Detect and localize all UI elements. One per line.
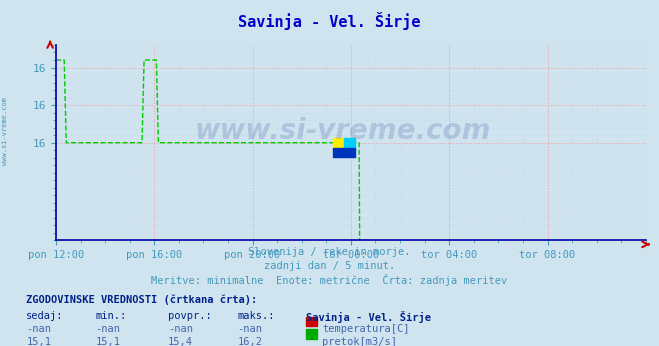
- Text: Slovenija / reke in morje.: Slovenija / reke in morje.: [248, 247, 411, 257]
- Text: pretok[m3/s]: pretok[m3/s]: [322, 337, 397, 346]
- Text: povpr.:: povpr.:: [168, 311, 212, 321]
- Text: ZGODOVINSKE VREDNOSTI (črtkana črta):: ZGODOVINSKE VREDNOSTI (črtkana črta):: [26, 295, 258, 305]
- Text: 15,1: 15,1: [96, 337, 121, 346]
- Text: temperatura[C]: temperatura[C]: [322, 324, 410, 334]
- Text: Savinja - Vel. Širje: Savinja - Vel. Širje: [239, 12, 420, 30]
- Text: sedaj:: sedaj:: [26, 311, 64, 321]
- Text: maks.:: maks.:: [237, 311, 275, 321]
- Text: -nan: -nan: [96, 324, 121, 334]
- Text: -nan: -nan: [26, 324, 51, 334]
- Text: Savinja - Vel. Širje: Savinja - Vel. Širje: [306, 311, 432, 324]
- Text: 16,2: 16,2: [237, 337, 262, 346]
- Text: Meritve: minimalne  Enote: metrične  Črta: zadnja meritev: Meritve: minimalne Enote: metrične Črta:…: [152, 274, 507, 286]
- Text: min.:: min.:: [96, 311, 127, 321]
- Text: 15,1: 15,1: [26, 337, 51, 346]
- Text: -nan: -nan: [237, 324, 262, 334]
- Text: 15,4: 15,4: [168, 337, 193, 346]
- Text: zadnji dan / 5 minut.: zadnji dan / 5 minut.: [264, 261, 395, 271]
- Text: www.si-vreme.com: www.si-vreme.com: [2, 98, 9, 165]
- Text: -nan: -nan: [168, 324, 193, 334]
- Text: www.si-vreme.com: www.si-vreme.com: [194, 118, 491, 145]
